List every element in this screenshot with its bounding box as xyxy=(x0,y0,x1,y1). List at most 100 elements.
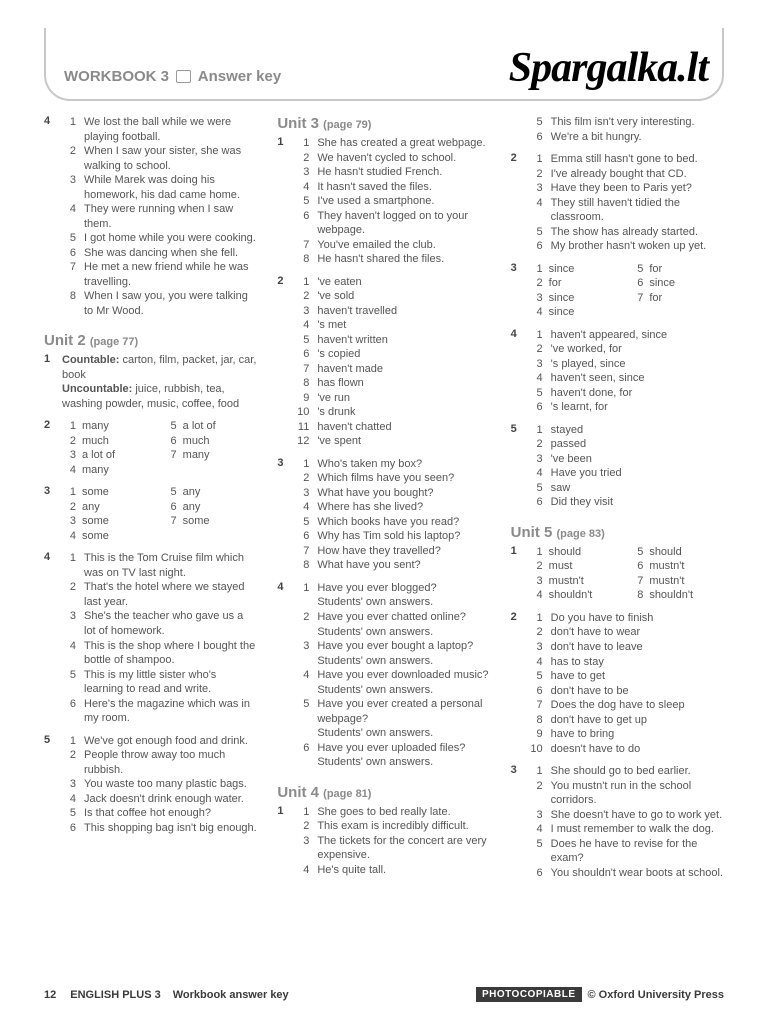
answer-number: 6 xyxy=(62,697,76,726)
answer-text: She should go to bed earlier. xyxy=(551,764,724,779)
answer-text: much xyxy=(183,434,258,449)
answer-text: haven't appeared, since xyxy=(551,328,724,343)
exercise: 5 1We've got enough food and drink.2Peop… xyxy=(44,734,257,836)
answer-row: 1She should go to bed earlier. xyxy=(529,764,724,779)
answer-text: don't have to wear xyxy=(551,625,724,640)
answer-text: Did they visit xyxy=(551,495,724,510)
answer-number: 4 xyxy=(62,639,76,668)
answer-text: That's the hotel where we stayed last ye… xyxy=(84,580,257,609)
exercise: 3 1She should go to bed earlier.2You mus… xyxy=(511,764,724,880)
answer-text: 've run xyxy=(317,391,490,406)
answer-number: 4 xyxy=(295,318,309,333)
exercise: 3 1Who's taken my box?2Which films have … xyxy=(277,457,490,573)
answer-number: 3 xyxy=(62,173,76,202)
unit-page: (page 83) xyxy=(557,528,605,540)
answer-text: My brother hasn't woken up yet. xyxy=(551,239,724,254)
exercise: 4 1We lost the ball while we were playin… xyxy=(44,115,257,318)
answer-text: He met a new friend while he was travell… xyxy=(84,260,257,289)
exercise-body: Countable: carton, film, packet, jar, ca… xyxy=(62,353,257,411)
answer-row: 6Have you ever uploaded files? xyxy=(295,741,490,756)
answer-text: since xyxy=(549,262,624,277)
answer-row: 5haven't done, for xyxy=(529,386,724,401)
answer-number: 10 xyxy=(295,405,309,420)
answer-number: 4 xyxy=(295,863,309,878)
answer-row: 7How have they travelled? xyxy=(295,544,490,559)
answer-row: 8 has flown xyxy=(295,376,490,391)
exercise: 1 Countable: carton, film, packet, jar, … xyxy=(44,353,257,411)
answer-text: She was dancing when she fell. xyxy=(84,246,257,261)
answer-number xyxy=(295,683,309,698)
answer-row: 2That's the hotel where we stayed last y… xyxy=(62,580,257,609)
answer-number: 5 xyxy=(629,545,643,560)
answer-text: The tickets for the concert are very exp… xyxy=(317,834,490,863)
answer-row: 2've worked, for xyxy=(529,342,724,357)
answer-text: We lost the ball while we were playing f… xyxy=(84,115,257,144)
answer-row: 12've spent xyxy=(295,434,490,449)
answer-text: many xyxy=(183,448,258,463)
answer-text: This shopping bag isn't big enough. xyxy=(84,821,257,836)
answer-row: 6don't have to be xyxy=(529,684,724,699)
answer-text: 've sold xyxy=(317,289,490,304)
answer-number: 3 xyxy=(62,514,76,529)
answer-row: Students' own answers. xyxy=(295,683,490,698)
answer-number: 6 xyxy=(529,495,543,510)
answer-text: haven't done, for xyxy=(551,386,724,401)
answer-text: You waste too many plastic bags. xyxy=(84,777,257,792)
answer-text: He hasn't studied French. xyxy=(317,165,490,180)
answer-number: 7 xyxy=(295,544,309,559)
answer-text xyxy=(649,305,724,320)
exercise: 2 1Emma still hasn't gone to bed.2I've a… xyxy=(511,152,724,254)
exercise: 3 1since5for2for6since3since7for4since xyxy=(511,262,724,320)
answer-text: Who's taken my box? xyxy=(317,457,490,472)
answer-number: 5 xyxy=(529,481,543,496)
answer-text: haven't written xyxy=(317,333,490,348)
answer-text: 've spent xyxy=(317,434,490,449)
unit-name: Unit 2 xyxy=(44,332,86,349)
answer-row: 1We've got enough food and drink. xyxy=(62,734,257,749)
unit-page: (page 81) xyxy=(323,788,371,800)
answer-number: 6 xyxy=(295,529,309,544)
column-2: Unit 3 (page 79) 1 1She has created a gr… xyxy=(277,115,490,888)
answer-text: some xyxy=(183,514,258,529)
answer-number: 1 xyxy=(529,545,543,560)
answer-text: doesn't have to do xyxy=(551,742,724,757)
answer-text: has flown xyxy=(317,376,490,391)
answer-row: 1stayed xyxy=(529,423,724,438)
answer-number xyxy=(295,654,309,669)
answer-number: 9 xyxy=(529,727,543,742)
answer-row: 7You've emailed the club. xyxy=(295,238,490,253)
answer-row: 6's learnt, for xyxy=(529,400,724,415)
exercise-number: 2 xyxy=(277,275,287,449)
answer-text: Have you tried xyxy=(551,466,724,481)
answer-number: 5 xyxy=(529,837,543,866)
answer-number: 8 xyxy=(295,558,309,573)
answer-row: 9've run xyxy=(295,391,490,406)
answer-text xyxy=(183,463,258,478)
answer-row: 3've been xyxy=(529,452,724,467)
answer-number xyxy=(163,463,177,478)
answer-text: 've been xyxy=(551,452,724,467)
answer-number: 6 xyxy=(163,500,177,515)
answer-text: since xyxy=(549,305,624,320)
answer-text: Have you ever downloaded music? xyxy=(317,668,490,683)
answer-text: don't have to get up xyxy=(551,713,724,728)
answer-text: for xyxy=(649,291,724,306)
answer-text: Students' own answers. xyxy=(317,595,490,610)
answer-text: I've already bought that CD. xyxy=(551,167,724,182)
answer-number: 6 xyxy=(529,130,543,145)
answer-row: 5haven't written xyxy=(295,333,490,348)
answer-text: Does he have to revise for the exam? xyxy=(551,837,724,866)
answer-number: 8 xyxy=(295,376,309,391)
answer-number: 6 xyxy=(62,246,76,261)
answer-number: 1 xyxy=(62,115,76,144)
answer-row: 9have to bring xyxy=(529,727,724,742)
answer-text: 's learnt, for xyxy=(551,400,724,415)
exercise: 4 1haven't appeared, since2've worked, f… xyxy=(511,328,724,415)
answer-number: 7 xyxy=(295,238,309,253)
page-number: 12 xyxy=(44,989,56,1001)
answer-text: Do you have to finish xyxy=(551,611,724,626)
exercise: 4 1Have you ever blogged?Students' own a… xyxy=(277,581,490,770)
answer-row: 8What have you sent? xyxy=(295,558,490,573)
answer-row: 3's played, since xyxy=(529,357,724,372)
answer-row: 2've sold xyxy=(295,289,490,304)
